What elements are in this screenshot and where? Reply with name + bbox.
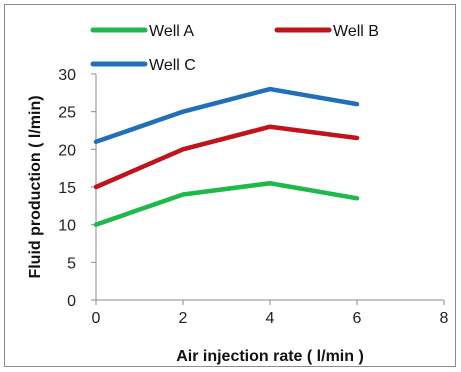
y-tick-label: 0: [67, 293, 76, 310]
y-tick-label: 25: [58, 105, 76, 122]
y-tick-label: 15: [58, 180, 76, 197]
legend-label-well-b: Well B: [333, 23, 379, 40]
x-axis-ticks: 0 2 4 6 8: [92, 300, 449, 327]
y-axis-title: Fluid production ( l/min): [27, 95, 44, 278]
y-tick-label: 10: [58, 218, 76, 235]
x-tick-label: 8: [440, 310, 449, 327]
x-tick-label: 0: [92, 310, 101, 327]
x-axis-title: Air injection rate ( l/min ): [176, 348, 364, 365]
series-line-well-b: [93, 124, 360, 190]
series-line-well-a: [93, 180, 360, 227]
legend: Well A Well B Well C: [90, 23, 379, 74]
x-tick-label: 4: [266, 310, 275, 327]
y-tick-label: 5: [67, 255, 76, 272]
series-line-well-c: [93, 86, 360, 145]
chart-frame: [4, 4, 456, 367]
x-tick-label: 2: [179, 310, 188, 327]
y-axis-ticks: 0 5 10 15 20 25 30: [58, 67, 96, 310]
x-tick-label: 6: [353, 310, 362, 327]
y-tick-label: 20: [58, 142, 76, 159]
axes: [95, 74, 444, 301]
legend-label-well-c: Well C: [149, 57, 196, 74]
y-tick-label: 30: [58, 67, 76, 84]
series-lines: [93, 86, 360, 227]
legend-label-well-a: Well A: [149, 23, 194, 40]
